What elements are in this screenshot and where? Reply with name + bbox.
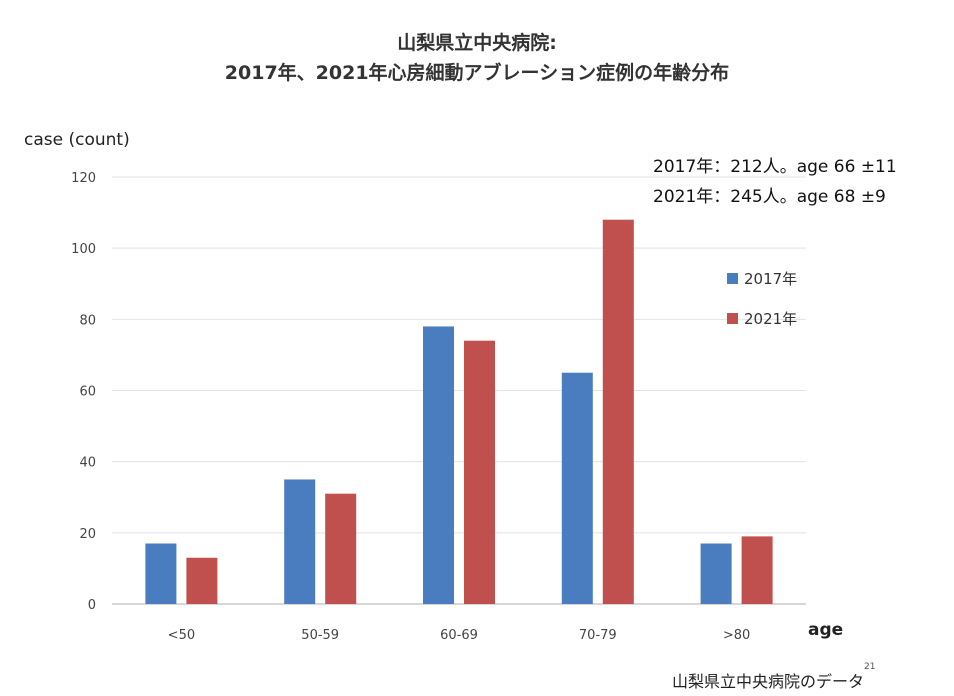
annotation-2021-stats: 2021年：245人。age 68 ±9 [653, 187, 886, 207]
bar-2017-0 [145, 543, 177, 604]
grid-lines [112, 176, 806, 605]
x-tick-label: >80 [723, 628, 750, 643]
legend-item-2017: 2017年 [727, 268, 797, 288]
chart-subtitle: 2017年、2021年心房細動アブレーション症例の年齢分布 [224, 62, 730, 84]
bar-2017-3 [561, 372, 593, 604]
legend-swatch-2021 [727, 312, 738, 324]
y-tick-label: 0 [88, 598, 96, 613]
x-axis-label: age [808, 620, 844, 640]
x-tick-label: 50-59 [301, 628, 339, 643]
bar-2021-0 [186, 557, 218, 604]
page-number: 21 [864, 662, 876, 672]
annotation-2017-stats: 2017年：212人。age 66 ±11 [653, 157, 897, 177]
x-tick-label: 60-69 [440, 628, 478, 643]
x-tick-label: 70-79 [579, 628, 617, 643]
bar-2017-4 [700, 543, 732, 604]
y-tick-label: 80 [79, 313, 96, 328]
y-axis-label: case (count) [24, 130, 130, 150]
y-tick-label: 20 [79, 527, 96, 542]
chart-title: 山梨県立中央病院: [397, 32, 557, 54]
legend-swatch-2017 [727, 272, 738, 284]
bar-2021-4 [741, 536, 773, 604]
bar-2021-2 [464, 340, 495, 604]
bars [145, 219, 773, 604]
x-tick-labels: <50 50-59 60-69 70-79 >80 [168, 628, 751, 643]
source-note: 山梨県立中央病院のデータ [672, 672, 865, 691]
bar-2017-1 [284, 479, 316, 604]
y-tick-labels: 0 20 40 60 80 100 120 [71, 171, 96, 613]
y-tick-label: 120 [71, 171, 96, 186]
bar-2021-3 [602, 219, 634, 604]
bar-2021-1 [325, 493, 357, 604]
bar-2017-2 [423, 326, 454, 604]
y-tick-label: 100 [71, 242, 96, 257]
legend-label-2021: 2021年 [744, 309, 798, 328]
legend-item-2021: 2021年 [727, 308, 797, 328]
y-tick-label: 40 [79, 456, 96, 471]
legend-label-2017: 2017年 [744, 269, 798, 288]
y-tick-label: 60 [79, 385, 96, 400]
x-tick-label: <50 [168, 628, 195, 643]
